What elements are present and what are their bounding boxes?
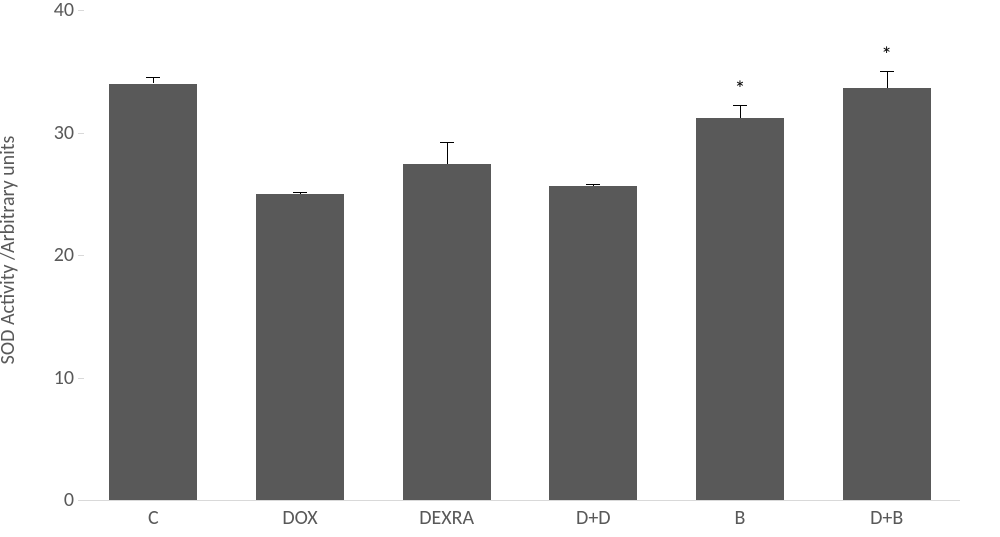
bar xyxy=(549,186,637,500)
error-cap xyxy=(733,105,747,106)
y-tick-label: 10 xyxy=(44,366,74,390)
x-axis-line xyxy=(80,500,960,501)
error-cap xyxy=(293,192,307,193)
error-cap xyxy=(586,184,600,185)
bar xyxy=(696,118,784,500)
x-tick-label: DEXRA xyxy=(419,506,474,530)
significance-marker: * xyxy=(881,41,892,68)
plot-area: ** xyxy=(80,10,960,500)
x-tick-label: DOX xyxy=(282,506,317,530)
y-tick-mark xyxy=(78,133,84,134)
sod-activity-bar-chart: SOD Activity /Arbitrary units ** 0102030… xyxy=(0,0,1000,537)
x-tick-label: D+D xyxy=(576,506,611,530)
error-bar xyxy=(740,105,741,118)
error-cap xyxy=(146,77,160,78)
y-tick-mark xyxy=(78,10,84,11)
error-bar xyxy=(153,77,154,84)
bar xyxy=(256,194,344,500)
y-tick-label: 20 xyxy=(44,243,74,267)
error-bar xyxy=(447,142,448,164)
y-axis-label: SOD Activity /Arbitrary units xyxy=(0,136,20,365)
error-cap xyxy=(880,71,894,72)
y-tick-label: 40 xyxy=(44,0,74,22)
y-tick-label: 0 xyxy=(44,488,74,512)
bar xyxy=(109,84,197,501)
error-cap xyxy=(440,142,454,143)
bar xyxy=(843,88,931,500)
bar xyxy=(403,164,491,500)
y-tick-label: 30 xyxy=(44,121,74,145)
x-tick-label: D+B xyxy=(870,506,903,530)
error-bar xyxy=(887,71,888,89)
y-tick-mark xyxy=(78,378,84,379)
x-tick-label: C xyxy=(148,506,159,530)
significance-marker: * xyxy=(735,75,746,102)
x-tick-label: B xyxy=(735,506,746,530)
y-tick-mark xyxy=(78,255,84,256)
